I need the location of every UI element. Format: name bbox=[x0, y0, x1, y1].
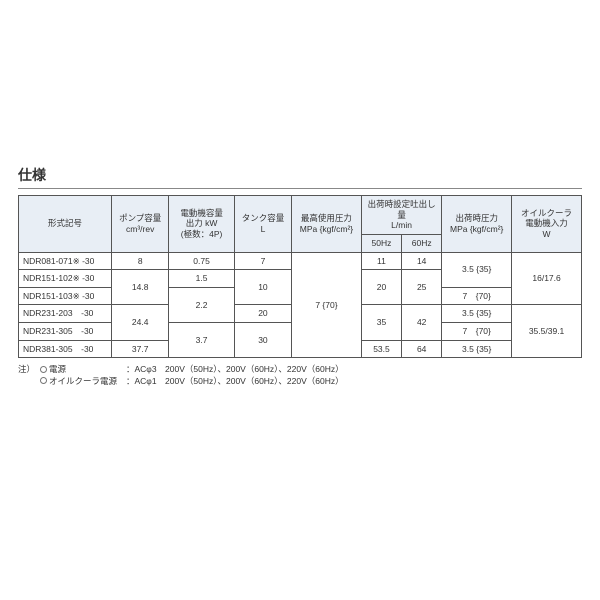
cell-shipp: 7 {70} bbox=[442, 323, 512, 341]
cell-flow60: 14 bbox=[402, 252, 442, 270]
note-label: 電源 bbox=[40, 364, 126, 376]
table-head: 形式記号 ポンプ容量cm³/rev 電動機容量出力 kW(極数：4P) タンク容… bbox=[19, 196, 582, 253]
cell-shipp: 7 {70} bbox=[442, 287, 512, 305]
cell-motor: 1.5 bbox=[169, 270, 235, 288]
cell-flow50: 11 bbox=[361, 252, 401, 270]
cell-pump: 24.4 bbox=[112, 305, 169, 340]
cell-shipp: 3.5 {35} bbox=[442, 252, 512, 287]
th-maxp: 最高使用圧力MPa {kgf/cm²} bbox=[292, 196, 362, 253]
note-prefix-empty bbox=[18, 376, 40, 388]
cell-flow50: 20 bbox=[361, 270, 401, 305]
cell-tank: 30 bbox=[234, 323, 291, 358]
note-value: ：ACφ3 200V（50Hz）、200V（60Hz）、220V（60Hz） bbox=[126, 364, 582, 376]
th-flow50: 50Hz bbox=[361, 234, 401, 252]
cell-tank: 20 bbox=[234, 305, 291, 323]
note-label-text: 電源 bbox=[49, 364, 66, 374]
cell-motor: 0.75 bbox=[169, 252, 235, 270]
section-title: 仕様 bbox=[18, 165, 582, 189]
cell-motor: 2.2 bbox=[169, 287, 235, 322]
note-label-text: オイルクーラ電源 bbox=[49, 376, 117, 386]
cell-model: NDR151-103※ -30 bbox=[19, 287, 112, 305]
th-pump: ポンプ容量cm³/rev bbox=[112, 196, 169, 253]
cell-pump: 37.7 bbox=[112, 340, 169, 358]
note-prefix: 注） bbox=[18, 364, 40, 376]
cell-shipp: 3.5 {35} bbox=[442, 340, 512, 358]
th-model: 形式記号 bbox=[19, 196, 112, 253]
cell-cooler: 35.5/39.1 bbox=[512, 305, 582, 358]
cell-maxp: 7 {70} bbox=[292, 252, 362, 358]
circle-icon bbox=[40, 366, 47, 373]
cell-flow60: 42 bbox=[402, 305, 442, 340]
th-flow60: 60Hz bbox=[402, 234, 442, 252]
cell-flow60: 64 bbox=[402, 340, 442, 358]
cell-model: NDR231-203 -30 bbox=[19, 305, 112, 323]
th-motor: 電動機容量出力 kW(極数：4P) bbox=[169, 196, 235, 253]
th-flow: 出荷時設定吐出し量L/min bbox=[361, 196, 441, 235]
table-row: NDR081-071※ -30 8 0.75 7 7 {70} 11 14 3.… bbox=[19, 252, 582, 270]
note-label: オイルクーラ電源 bbox=[40, 376, 126, 388]
cell-model: NDR381-305 -30 bbox=[19, 340, 112, 358]
page: 仕様 形式記号 ポンプ容量cm³/rev 電動機容量出力 kW(極数：4P) タ… bbox=[0, 0, 600, 600]
th-cooler: オイルクーラ電動機入力W bbox=[512, 196, 582, 253]
note-row: オイルクーラ電源 ：ACφ1 200V（50Hz）、200V（60Hz）、220… bbox=[18, 376, 582, 388]
note-row: 注） 電源 ：ACφ3 200V（50Hz）、200V（60Hz）、220V（6… bbox=[18, 364, 582, 376]
table-body: NDR081-071※ -30 8 0.75 7 7 {70} 11 14 3.… bbox=[19, 252, 582, 358]
cell-model: NDR231-305 -30 bbox=[19, 323, 112, 341]
cell-motor: 3.7 bbox=[169, 323, 235, 358]
cell-pump: 8 bbox=[112, 252, 169, 270]
notes: 注） 電源 ：ACφ3 200V（50Hz）、200V（60Hz）、220V（6… bbox=[18, 364, 582, 388]
circle-icon bbox=[40, 377, 47, 384]
note-value: ：ACφ1 200V（50Hz）、200V（60Hz）、220V（60Hz） bbox=[126, 376, 582, 388]
spec-table: 形式記号 ポンプ容量cm³/rev 電動機容量出力 kW(極数：4P) タンク容… bbox=[18, 195, 582, 358]
cell-cooler: 16/17.6 bbox=[512, 252, 582, 305]
cell-flow60: 25 bbox=[402, 270, 442, 305]
cell-model: NDR081-071※ -30 bbox=[19, 252, 112, 270]
cell-pump: 14.8 bbox=[112, 270, 169, 305]
cell-model: NDR151-102※ -30 bbox=[19, 270, 112, 288]
cell-flow50: 35 bbox=[361, 305, 401, 340]
cell-tank: 10 bbox=[234, 270, 291, 305]
th-shipp: 出荷時圧力MPa {kgf/cm²} bbox=[442, 196, 512, 253]
cell-tank: 7 bbox=[234, 252, 291, 270]
cell-flow50: 53.5 bbox=[361, 340, 401, 358]
cell-shipp: 3.5 {35} bbox=[442, 305, 512, 323]
th-tank: タンク容量L bbox=[234, 196, 291, 253]
